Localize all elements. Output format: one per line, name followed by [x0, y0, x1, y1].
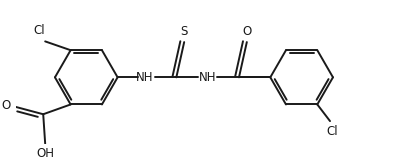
Text: Cl: Cl [33, 24, 45, 38]
Text: OH: OH [36, 146, 54, 157]
Text: NH: NH [136, 71, 154, 84]
Text: NH: NH [199, 71, 217, 84]
Text: S: S [180, 25, 188, 38]
Text: Cl: Cl [326, 125, 338, 138]
Text: O: O [2, 99, 11, 112]
Text: O: O [242, 25, 252, 38]
